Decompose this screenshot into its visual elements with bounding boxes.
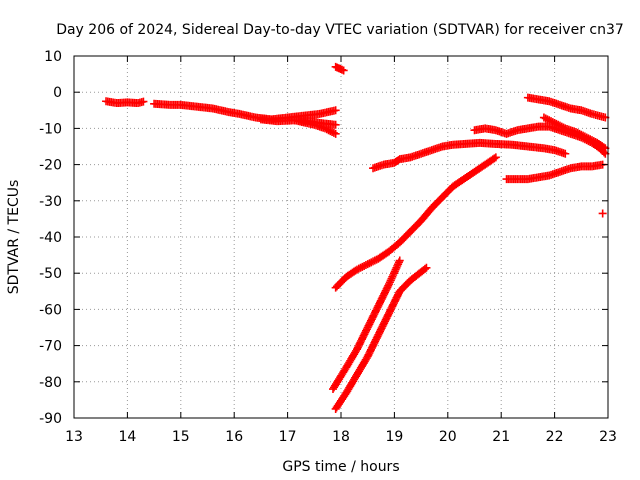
data-point [363,255,381,269]
data-point [395,277,414,296]
x-tick-label: 23 [599,429,617,445]
data-point [417,205,435,225]
y-tick-label: -20 [39,158,62,174]
x-tick-label: 16 [225,429,243,445]
data-point [342,372,361,397]
series-track-6 [331,153,500,292]
data-point [342,346,361,372]
data-point [331,120,340,129]
data-point [582,133,600,146]
data-point [561,149,570,158]
data-point [481,154,499,169]
x-tick-label: 19 [385,429,403,445]
data-point [449,176,467,191]
x-tick-label: 22 [546,429,564,445]
data-point [406,264,429,285]
data-point [385,239,403,256]
y-tick-label: -50 [39,266,62,282]
y-tick-label: -30 [39,194,62,210]
series-track-9 [369,138,570,173]
data-point [422,263,431,272]
y-tick-label: -80 [39,375,62,391]
data-point [385,258,403,289]
x-tick-label: 18 [332,429,350,445]
y-axis-label: SDTVAR / TECUs [6,180,22,295]
data-point [470,161,488,176]
data-point [331,106,340,115]
data-point [353,325,371,354]
data-point [331,129,340,138]
data-point [550,118,568,132]
y-tick-label: 0 [53,85,62,101]
data-point [438,183,456,202]
chart-title: Day 206 of 2024, Sidereal Day-to-day VTE… [56,22,624,38]
series-track-4 [294,117,340,138]
data-point [385,288,403,318]
y-tick-label: -90 [39,411,62,427]
y-tick-label: -60 [39,302,62,318]
data-point [459,168,477,184]
series-track-14 [598,209,607,218]
tick-layer: 13 14 15 16 17 18 19 20 21 22 23 10 0 -10 -20 -30 -40 -50… [39,49,617,445]
data-point [491,153,500,162]
data-point [598,209,607,218]
data-point [139,97,148,106]
series-track-5 [331,62,348,75]
data-point [363,332,382,361]
data-point [331,274,350,292]
x-axis-label: GPS time / hours [282,459,399,475]
x-tick-label: 20 [439,429,457,445]
data-point [320,124,338,137]
data-point [331,390,350,413]
y-tick-label: -10 [39,121,62,137]
x-tick-label: 15 [172,429,190,445]
x-tick-label: 13 [65,429,83,445]
data-point [353,261,370,274]
data-point [328,364,350,394]
data-point [134,98,146,108]
data-point [395,228,414,247]
series-track-8 [331,263,431,413]
data-point [374,248,392,263]
x-tick-label: 17 [279,429,297,445]
x-tick-label: 14 [118,429,136,445]
data-point [363,303,382,332]
data-point [571,128,589,141]
y-tick-label: -40 [39,230,62,246]
data-point [395,256,404,265]
data-point [539,113,557,127]
data-point [593,138,608,152]
series-track-7 [328,256,404,394]
x-tick-label: 21 [492,429,510,445]
data-point [353,354,371,379]
series-track-11 [523,93,610,122]
series-track-12 [539,113,610,153]
series-track-1 [102,97,148,108]
data-point [427,194,446,213]
data-layer [102,62,610,413]
y-tick-label: -70 [39,339,62,355]
data-point [342,266,360,281]
data-point [374,310,393,339]
data-point [406,218,424,236]
data-point [390,156,403,167]
data-point [339,66,348,75]
y-tick-label: 10 [44,49,62,65]
data-point [374,281,393,310]
